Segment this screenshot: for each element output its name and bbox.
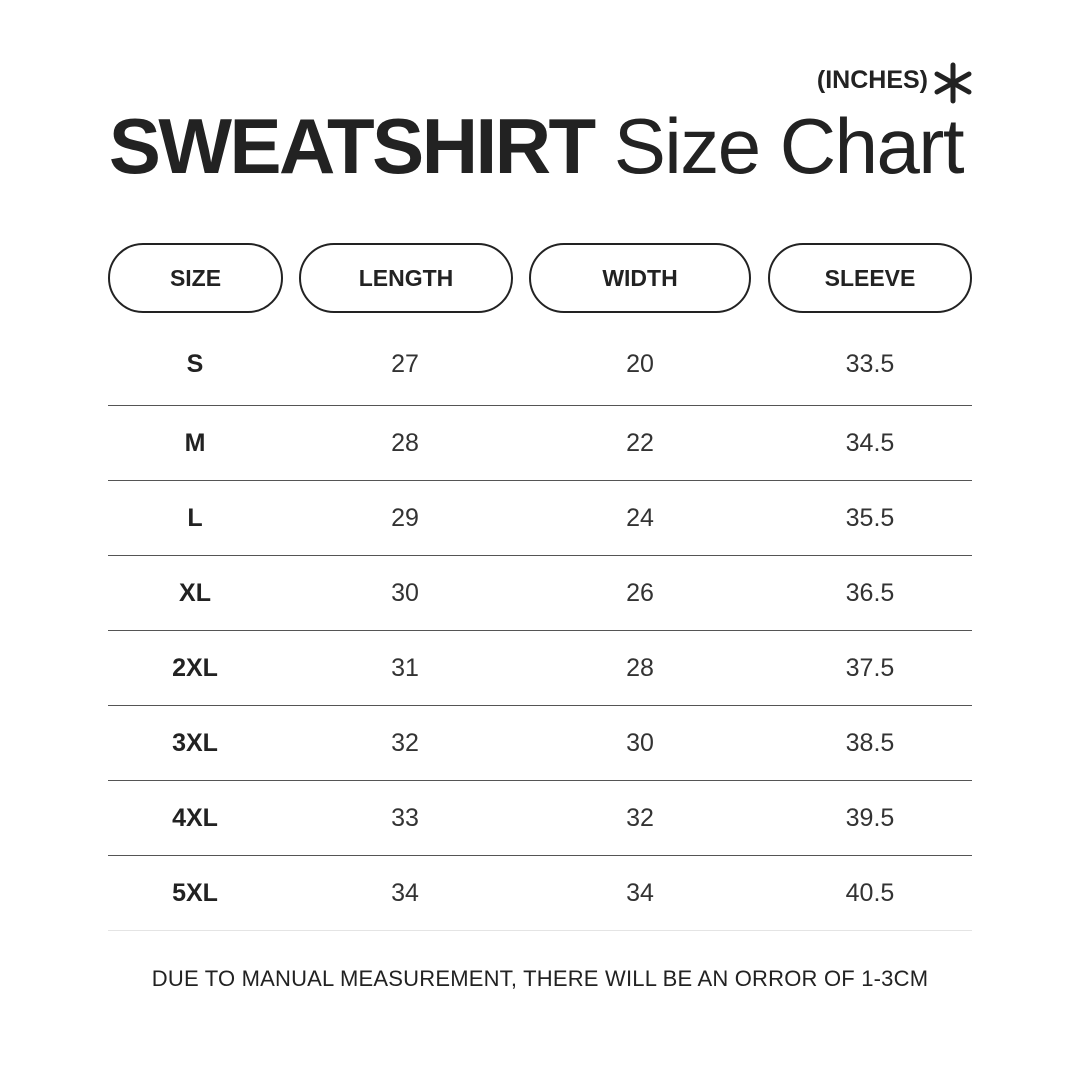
cell-length: 28 — [391, 429, 419, 457]
asterisk-icon — [934, 62, 972, 104]
cell-sleeve: 37.5 — [845, 654, 895, 682]
cell-sleeve: 39.5 — [845, 804, 895, 832]
cell-width: 20 — [626, 350, 654, 378]
cell-sleeve: 40.5 — [845, 879, 895, 907]
cell-length: 33 — [391, 804, 419, 832]
cell-width: 24 — [626, 504, 654, 532]
table-row: L 29 24 35.5 — [108, 481, 972, 556]
table-row: 4XL 33 32 39.5 — [108, 781, 972, 856]
cell-length: 30 — [391, 579, 419, 607]
cell-size: L — [187, 504, 203, 532]
row-divider — [108, 405, 972, 406]
cell-width: 32 — [626, 804, 654, 832]
page-title: SWEATSHIRT Size Chart — [0, 98, 965, 194]
row-divider — [108, 480, 972, 481]
cell-length: 34 — [391, 879, 419, 907]
title-bold: SWEATSHIRT — [108, 102, 596, 190]
row-divider — [108, 630, 972, 631]
row-divider — [108, 555, 972, 556]
table-row: M 28 22 34.5 — [108, 406, 972, 481]
table-row: 5XL 34 34 40.5 — [108, 856, 972, 931]
cell-width: 28 — [626, 654, 654, 682]
title-light: Size Chart — [613, 102, 965, 190]
cell-length: 31 — [391, 654, 419, 682]
cell-length: 32 — [391, 729, 419, 757]
row-divider — [108, 930, 972, 931]
table-row: 3XL 32 30 38.5 — [108, 706, 972, 781]
cell-width: 34 — [626, 879, 654, 907]
cell-length: 27 — [391, 350, 419, 378]
measurement-note: DUE TO MANUAL MEASUREMENT, THERE WILL BE… — [151, 966, 929, 991]
table-row: 2XL 31 28 37.5 — [108, 631, 972, 706]
cell-size: M — [184, 429, 206, 457]
cell-sleeve: 33.5 — [845, 350, 895, 378]
cell-width: 22 — [626, 429, 654, 457]
unit-label: (INCHES) — [816, 66, 928, 94]
cell-width: 26 — [626, 579, 654, 607]
cell-sleeve: 36.5 — [845, 579, 895, 607]
cell-width: 30 — [626, 729, 654, 757]
column-header-sleeve: SLEEVE — [768, 243, 972, 313]
cell-sleeve: 34.5 — [845, 429, 895, 457]
cell-size: 2XL — [172, 654, 218, 682]
row-divider — [108, 780, 972, 781]
column-header-size: SIZE — [108, 243, 283, 313]
cell-length: 29 — [391, 504, 419, 532]
cell-size: 5XL — [172, 879, 218, 907]
cell-size: 4XL — [172, 804, 218, 832]
cell-size: S — [186, 350, 204, 378]
column-header-width: WIDTH — [529, 243, 751, 313]
row-divider — [108, 705, 972, 706]
cell-sleeve: 35.5 — [845, 504, 895, 532]
cell-size: XL — [179, 579, 211, 607]
column-header-length: LENGTH — [299, 243, 513, 313]
row-divider — [108, 855, 972, 856]
cell-sleeve: 38.5 — [845, 729, 895, 757]
cell-size: 3XL — [172, 729, 218, 757]
table-row: S 27 20 33.5 — [108, 327, 972, 406]
table-row: XL 30 26 36.5 — [108, 556, 972, 631]
